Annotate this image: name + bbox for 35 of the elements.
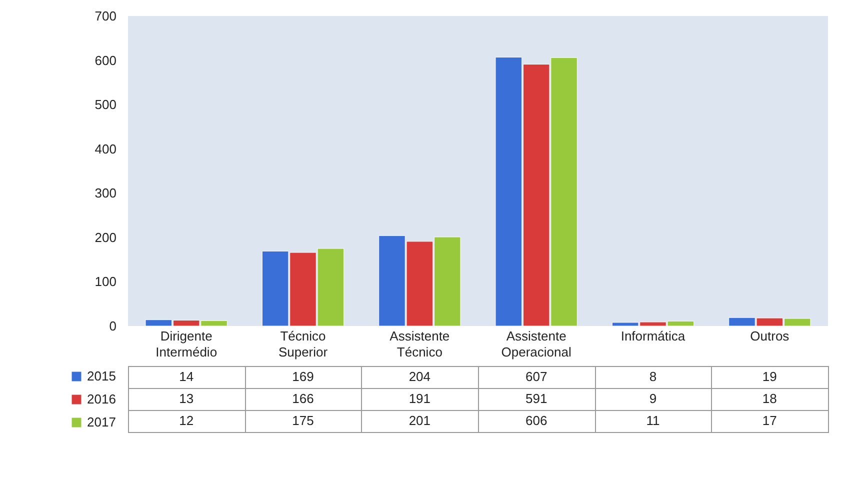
data-label: 607 (525, 369, 548, 384)
data-label: 14 (179, 369, 194, 384)
y-tick-label: 300 (94, 186, 116, 201)
y-tick-label: 400 (94, 141, 116, 156)
y-tick-label: 600 (94, 52, 116, 68)
legend-label: 2016 (87, 392, 116, 406)
data-label: 11 (646, 413, 660, 428)
data-label: 166 (292, 391, 314, 406)
data-label: 18 (762, 391, 777, 406)
data-label: 12 (179, 413, 194, 428)
data-label: 191 (408, 391, 431, 406)
data-label: 17 (762, 413, 777, 428)
y-tick-label: 700 (94, 8, 116, 24)
x-tick-label: Assistente Operacional (501, 328, 572, 360)
legend-label: 2015 (87, 368, 116, 384)
y-tick-label: 0 (109, 318, 116, 334)
data-label: 169 (292, 369, 314, 384)
data-label: 204 (408, 369, 431, 384)
data-label: 19 (762, 369, 777, 384)
y-tick-label: 100 (94, 274, 116, 290)
x-tick-label: Técnico Superior (278, 328, 328, 360)
data-label: 201 (408, 413, 431, 428)
data-label: 8 (649, 369, 657, 384)
data-label: 606 (525, 413, 548, 428)
data-label: 591 (525, 391, 548, 406)
y-tick-label: 500 (94, 97, 116, 112)
legend-label: 2017 (87, 414, 116, 430)
x-tick-label: Informática (620, 328, 686, 344)
data-label: 13 (179, 391, 194, 406)
x-tick-label: Assistente Técnico (390, 328, 450, 360)
x-tick-label: Dirigente Intermédio (156, 328, 218, 360)
data-label: 175 (292, 413, 314, 428)
data-label: 9 (649, 391, 657, 406)
y-tick-label: 200 (94, 230, 116, 245)
x-tick-label: Outros (750, 328, 790, 344)
